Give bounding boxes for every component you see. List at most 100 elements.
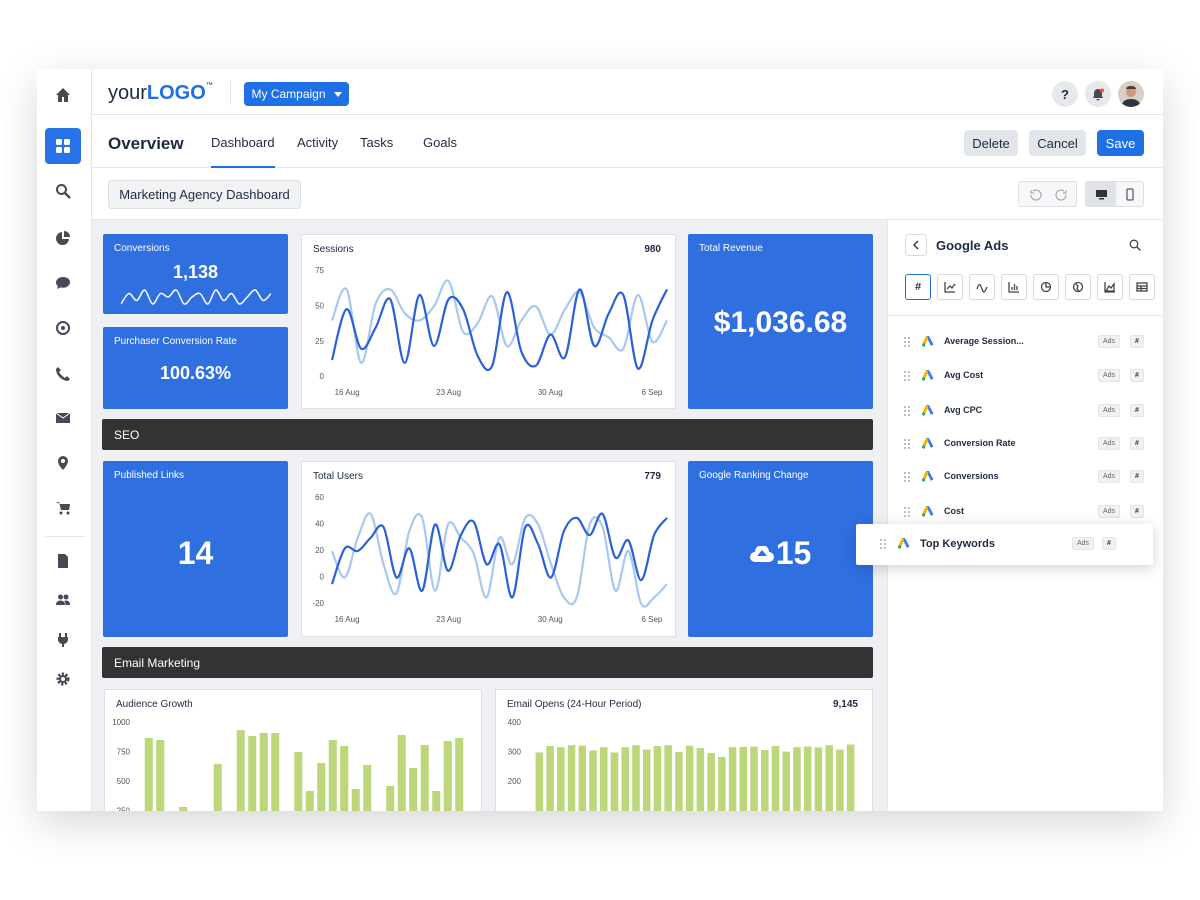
dashboard-icon[interactable] [45, 128, 81, 164]
logo-prefix: your [108, 82, 147, 104]
bar [259, 733, 268, 811]
grip-dot [904, 414, 906, 416]
widget-list-item[interactable]: Average Session... Ads # [904, 332, 1148, 352]
widget-list-item[interactable]: Cost Ads # [904, 502, 1148, 522]
item-tag: Ads [1098, 437, 1121, 450]
chat-icon[interactable] [45, 265, 81, 301]
file-icon[interactable] [45, 543, 81, 579]
grip-dot [908, 476, 910, 478]
widget-title: Total Users [313, 471, 364, 482]
grip-dot [908, 341, 910, 343]
search-icon[interactable] [1129, 239, 1141, 251]
drag-handle [904, 406, 910, 416]
tab[interactable]: Activity [297, 135, 339, 150]
item-type: # [1130, 404, 1144, 417]
tool-pie[interactable] [1033, 274, 1059, 300]
y-tick-label: 0 [320, 372, 325, 381]
tool-area[interactable] [1097, 274, 1123, 300]
phone-icon[interactable] [45, 356, 81, 392]
item-name: Cost [944, 506, 964, 516]
x-tick-label: 16 Aug [335, 615, 360, 624]
widget-list-item[interactable]: Avg Cost Ads # [904, 366, 1148, 386]
bar [340, 746, 349, 811]
grip-dot [908, 414, 910, 416]
page-title: Overview [108, 134, 184, 153]
campaign-dropdown[interactable]: My Campaign [244, 82, 349, 106]
tab[interactable]: Goals [423, 135, 457, 150]
widget-title: Total Revenue [699, 243, 763, 254]
hair [1126, 86, 1136, 89]
icon [56, 88, 70, 102]
bar [782, 751, 790, 811]
icon [944, 282, 956, 293]
bar [761, 750, 769, 811]
avatar[interactable] [1118, 81, 1144, 107]
item-tag: Ads [1098, 404, 1121, 417]
sidebar [37, 69, 92, 811]
help-button[interactable]: ? [1052, 81, 1078, 107]
panel-title: Google Ads [936, 238, 1009, 253]
back-button[interactable] [905, 234, 927, 256]
icon-path [1136, 282, 1148, 292]
item-type: # [1130, 369, 1144, 382]
dragged-item[interactable]: Top Keywords Ads # [856, 524, 1153, 565]
delete-button[interactable]: Delete [964, 130, 1018, 156]
tab[interactable]: Tasks [360, 135, 394, 150]
grip-dot [904, 480, 906, 482]
tab[interactable]: Dashboard [211, 135, 275, 168]
divider [45, 536, 85, 537]
home-icon[interactable] [45, 77, 81, 113]
tool-wave[interactable] [969, 274, 995, 300]
widget-list-item[interactable]: Avg CPC Ads # [904, 401, 1148, 421]
bar [271, 733, 280, 811]
audience-growth-widget: Audience Growth 250 500 750 1000 [104, 689, 482, 811]
grip-dot [904, 443, 906, 445]
widget-title: Audience Growth [116, 699, 193, 710]
widget-list-item[interactable]: Top Keywords Ads # [856, 534, 1116, 554]
settings-icon[interactable] [45, 661, 81, 697]
drag-handle [904, 337, 910, 347]
bar [535, 752, 544, 811]
dashboard-name[interactable]: Marketing Agency Dashboard [108, 180, 301, 209]
logo: yourLOGO™ [108, 82, 213, 105]
widget-list-item[interactable]: Conversions Ads # [904, 467, 1148, 487]
grip-dot [904, 341, 906, 343]
icon [58, 554, 68, 568]
notifications-button[interactable] [1085, 81, 1111, 107]
tool-number[interactable]: # [905, 274, 931, 300]
widget-value: 15 [775, 535, 812, 571]
location-icon[interactable] [45, 445, 81, 481]
tool-table[interactable] [1129, 274, 1155, 300]
cart-icon[interactable] [45, 490, 81, 526]
icon [56, 502, 70, 515]
save-button[interactable]: Save [1097, 130, 1144, 156]
tool-bar[interactable] [1001, 274, 1027, 300]
widget-list-item[interactable]: Conversion Rate Ads # [904, 434, 1148, 454]
cancel-button[interactable]: Cancel [1029, 130, 1086, 156]
search-icon[interactable] [45, 173, 81, 209]
signal-icon[interactable] [45, 310, 81, 346]
bar [846, 744, 855, 811]
reports-icon[interactable] [45, 220, 81, 256]
bar [739, 746, 748, 811]
item-tag: Ads [1072, 537, 1095, 550]
users-icon[interactable] [45, 582, 81, 618]
icon [56, 184, 71, 199]
sessions-widget: Sessions 980 0 25 50 75 16 Aug 23 Aug 30 Aug 6 … [301, 234, 676, 409]
drag-handle [904, 472, 910, 482]
tool-map[interactable] [1065, 274, 1091, 300]
grip-dot [908, 472, 910, 474]
y-tick-label: 750 [117, 748, 131, 757]
mail-icon[interactable] [45, 400, 81, 436]
plug-icon[interactable] [45, 622, 81, 658]
device-toggle[interactable] [1085, 181, 1144, 207]
tool-line[interactable] [937, 274, 963, 300]
grip-dot [884, 539, 886, 541]
x-tick-label: 6 Sep [641, 388, 662, 397]
item-tag: Ads [1098, 470, 1121, 483]
device-icons [1086, 182, 1134, 206]
item-type: # [1102, 537, 1116, 550]
undo-redo[interactable] [1018, 181, 1077, 207]
ranking-widget: Google Ranking Change 15 [688, 461, 873, 637]
widget-total: 980 [644, 244, 661, 255]
